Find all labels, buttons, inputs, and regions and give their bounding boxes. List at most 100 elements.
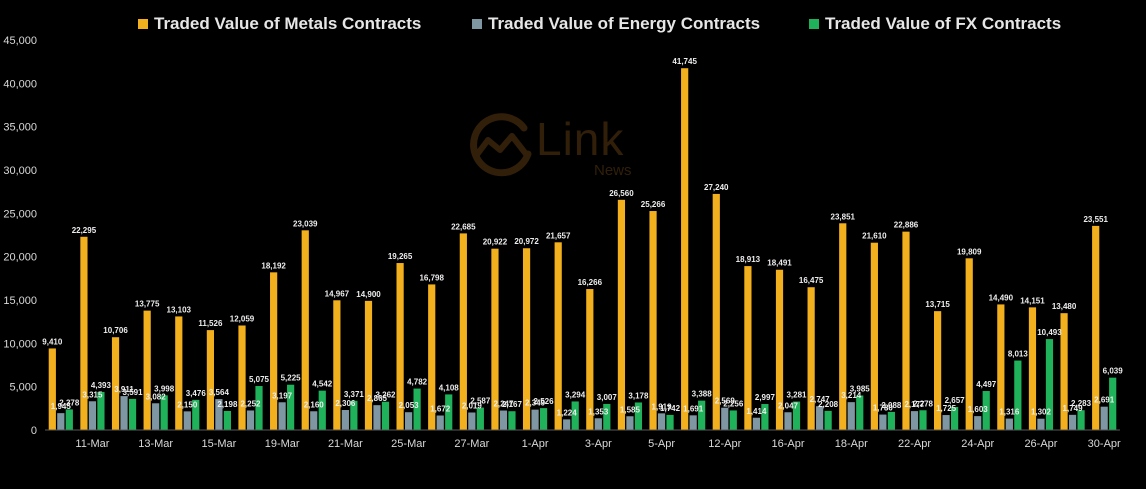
bar-metals (80, 236, 88, 430)
logo-icon (470, 113, 532, 177)
x-tick-label: 19-Mar (265, 438, 300, 450)
data-label-metals: 18,913 (736, 255, 761, 264)
bar-metals (333, 300, 341, 430)
y-tick-label: 10,000 (3, 338, 37, 350)
data-label-metals: 25,266 (641, 200, 666, 209)
data-label-metals: 41,745 (672, 57, 697, 66)
bar-metals (111, 337, 120, 430)
bar-energy (879, 414, 887, 430)
data-label-metals: 13,715 (925, 300, 950, 309)
data-label-fx: 3,388 (692, 390, 713, 399)
bar-fx (508, 411, 516, 430)
bar-metals (1092, 225, 1100, 430)
bar-energy (689, 415, 697, 430)
legend-label-fx: Traded Value of FX Contracts (825, 14, 1062, 33)
bar-metals (238, 325, 246, 430)
legend-swatch-energy (472, 19, 482, 29)
data-label-metals: 23,551 (1083, 215, 1108, 224)
bar-metals (712, 193, 720, 430)
bar-fx (1077, 410, 1085, 430)
data-label-fx: 4,108 (439, 383, 460, 392)
x-tick-label: 15-Mar (201, 438, 236, 450)
data-label-fx: 4,497 (976, 380, 997, 389)
x-tick-label: 21-Mar (328, 438, 363, 450)
data-label-metals: 20,972 (514, 237, 539, 246)
data-label-metals: 13,775 (135, 300, 160, 309)
bar-energy (152, 403, 160, 430)
bar-energy (1037, 418, 1045, 430)
legend-item-fx: Traded Value of FX Contracts (809, 14, 1061, 34)
bar-metals (48, 348, 56, 430)
y-tick-label: 15,000 (3, 295, 37, 307)
bar-metals (554, 242, 562, 430)
bar-fx (761, 404, 769, 430)
data-label-fx: 5,075 (249, 375, 270, 384)
bar-energy (341, 410, 349, 430)
bar-energy (721, 407, 729, 430)
data-label-energy: 1,725 (936, 404, 957, 413)
data-label-metals: 23,851 (831, 212, 856, 221)
bar-fx (1014, 360, 1022, 430)
data-label-fx: 5,225 (281, 374, 302, 383)
x-tick-label: 27-Mar (454, 438, 489, 450)
x-tick-label: 18-Apr (835, 438, 868, 450)
bar-fx (729, 410, 737, 430)
data-label-energy: 2,053 (399, 401, 420, 410)
bar-energy (531, 409, 539, 430)
x-tick-label: 13-Mar (138, 438, 173, 450)
data-label-metals: 22,295 (72, 226, 97, 235)
bar-metals (965, 258, 973, 430)
bar-fx (539, 408, 548, 430)
data-label-fx: 6,039 (1103, 367, 1124, 376)
data-label-fx: 10,493 (1037, 328, 1062, 337)
data-label-metals: 23,039 (293, 219, 318, 228)
bar-metals (902, 231, 910, 430)
bar-energy (752, 417, 760, 430)
data-label-metals: 21,657 (546, 231, 571, 240)
bar-metals (522, 248, 531, 430)
bar-metals (143, 310, 151, 430)
data-label-energy: 2,150 (177, 400, 198, 409)
x-tick-label: 25-Mar (391, 438, 426, 450)
bar-fx (887, 411, 895, 430)
data-label-fx: 3,591 (123, 388, 144, 397)
data-label-energy: 2,569 (715, 397, 736, 406)
bar-energy (1100, 406, 1108, 430)
bar-energy (563, 419, 571, 430)
bars (48, 68, 1117, 431)
bar-energy (1005, 418, 1013, 430)
data-label-metals: 13,103 (167, 305, 192, 314)
bar-fx (824, 410, 832, 430)
data-label-metals: 12,059 (230, 314, 255, 323)
data-label-energy: 1,414 (746, 407, 767, 416)
data-label-fx: 2,256 (723, 399, 744, 408)
data-label-metals: 22,886 (894, 221, 919, 230)
data-label-energy: 2,691 (1094, 396, 1115, 405)
bar-energy (215, 399, 223, 430)
bar-energy (468, 412, 476, 430)
data-label-metals: 19,809 (957, 247, 982, 256)
bar-metals (586, 289, 594, 430)
data-label-metals: 18,192 (261, 261, 286, 270)
data-label-fx: 3,262 (375, 391, 396, 400)
data-label-energy: 2,019 (462, 402, 483, 411)
data-label-metals: 18,491 (767, 259, 792, 268)
data-label-energy: 1,603 (968, 405, 989, 414)
bar-metals (839, 223, 847, 430)
data-label-fx: 2,283 (1071, 399, 1092, 408)
data-label-energy: 1,353 (588, 407, 609, 416)
x-tick-label: 3-Apr (585, 438, 612, 450)
data-label-fx: 2,167 (502, 400, 523, 409)
bar-energy (594, 418, 602, 430)
data-label-energy: 1,691 (683, 404, 704, 413)
bar-energy (816, 406, 824, 430)
data-label-metals: 16,266 (578, 278, 603, 287)
data-label-metals: 22,685 (451, 222, 476, 231)
data-label-metals: 11,526 (198, 319, 223, 328)
data-label-fx: 4,542 (312, 380, 333, 389)
bar-fx (350, 400, 358, 430)
data-label-energy: 1,585 (620, 405, 641, 414)
data-label-fx: 3,281 (786, 391, 807, 400)
legend-label-metals: Traded Value of Metals Contracts (154, 14, 422, 33)
bar-fx (476, 407, 484, 430)
